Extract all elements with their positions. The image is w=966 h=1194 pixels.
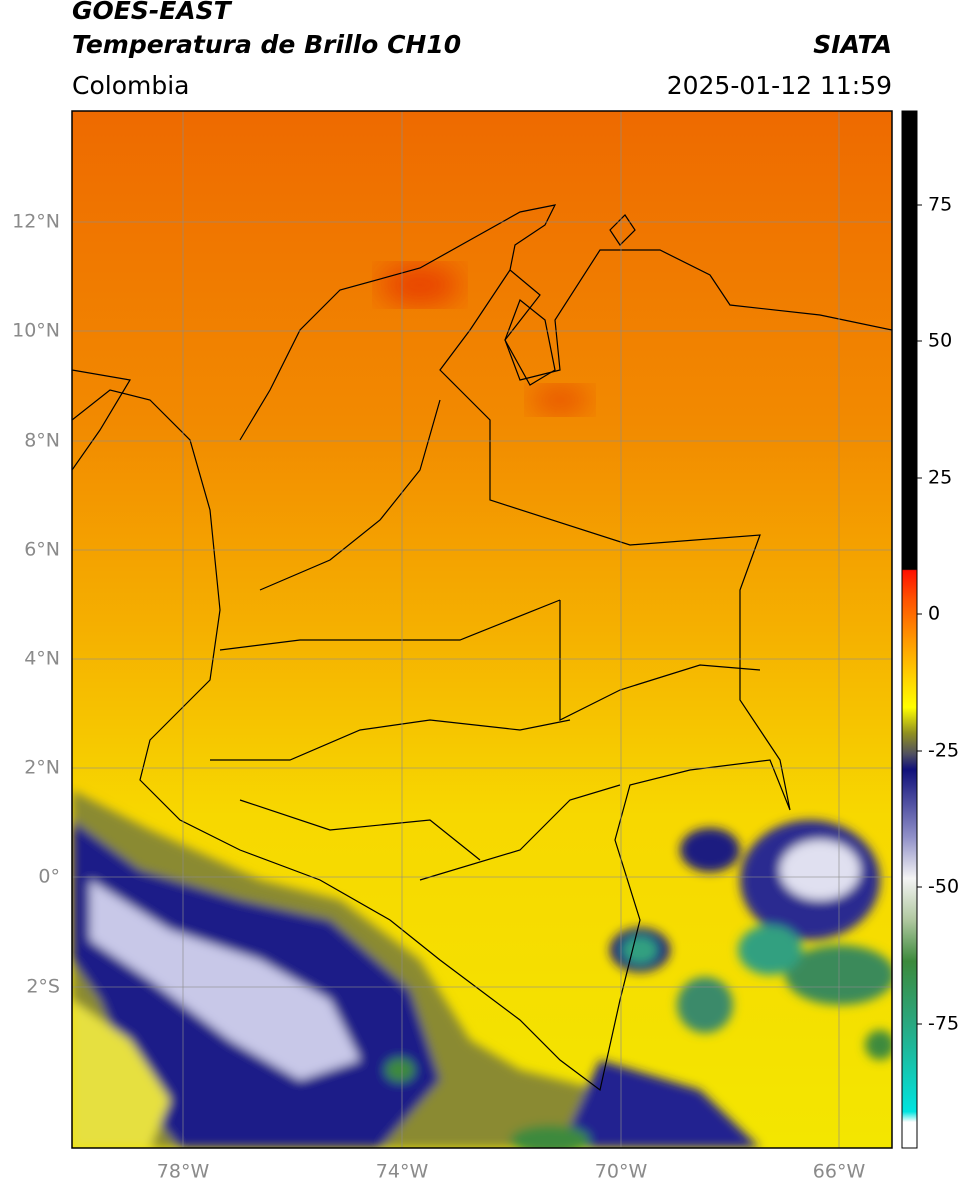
lat-label: 6°N [24, 539, 60, 561]
title: GOES-EAST [72, 0, 233, 25]
borders [72, 204, 892, 1092]
colorbar-tick-label: 0 [928, 603, 940, 625]
labels: 12°N 10°N 8°N 6°N 4°N 2°N 0° 2°S 78°W 74°W 70°W 66°… [12, 194, 959, 1183]
lat-label: 2°N [24, 757, 60, 779]
lon-label: 66°W [813, 1161, 866, 1183]
lat-label: 0° [38, 866, 60, 888]
lat-label: 10°N [12, 320, 60, 342]
map-frame [71, 110, 893, 1149]
region: Colombia [72, 71, 189, 100]
colorbar-tick-label: -50 [928, 876, 959, 898]
timestamp: 2025-01-12 11:59 [667, 71, 892, 100]
lat-label: 12°N [12, 211, 60, 233]
colorbar-tick-label: 50 [928, 330, 952, 352]
lon-label: 78°W [157, 1161, 210, 1183]
satellite-image [72, 111, 892, 1148]
colorbar-tick-label: -25 [928, 740, 959, 762]
colorbar-tick-label: 75 [928, 194, 952, 216]
lat-label: 8°N [24, 430, 60, 452]
lon-label: 74°W [376, 1161, 429, 1183]
graticule [72, 111, 892, 1148]
colorbar [901, 110, 918, 1149]
lat-label: 2°S [26, 976, 60, 998]
source: SIATA [813, 30, 892, 59]
colorbar-tick-label: 25 [928, 467, 952, 489]
colorbar-tick-label: -75 [928, 1013, 959, 1035]
lat-label: 4°N [24, 648, 60, 670]
lon-label: 70°W [595, 1161, 648, 1183]
subtitle: Temperatura de Brillo CH10 [72, 30, 461, 59]
